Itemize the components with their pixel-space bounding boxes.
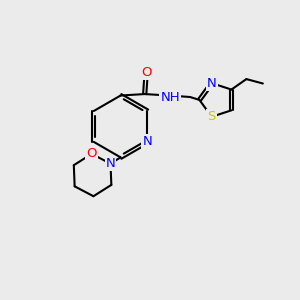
Text: N: N	[142, 135, 152, 148]
Text: O: O	[86, 147, 97, 160]
Text: S: S	[208, 110, 216, 123]
Text: N: N	[207, 76, 217, 90]
Text: NH: NH	[160, 92, 180, 104]
Text: O: O	[141, 66, 152, 80]
Text: N: N	[106, 157, 116, 170]
